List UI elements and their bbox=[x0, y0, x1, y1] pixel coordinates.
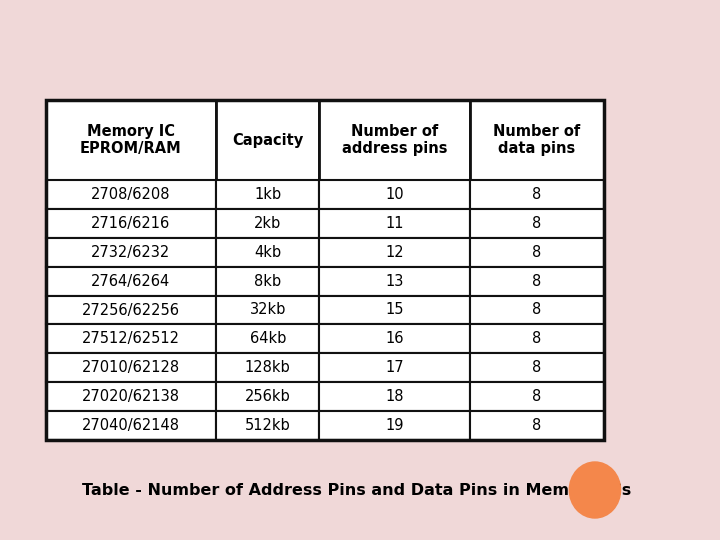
Bar bbox=[216, 100, 320, 180]
Text: 27010/62128: 27010/62128 bbox=[82, 360, 180, 375]
Bar bbox=[46, 238, 216, 267]
Text: 18: 18 bbox=[385, 389, 404, 404]
Text: 12: 12 bbox=[385, 245, 404, 260]
Text: 2kb: 2kb bbox=[254, 216, 282, 231]
Bar bbox=[46, 100, 604, 440]
Bar bbox=[320, 325, 470, 353]
Bar bbox=[470, 382, 604, 411]
Text: 4kb: 4kb bbox=[254, 245, 282, 260]
Text: 2708/6208: 2708/6208 bbox=[91, 187, 171, 202]
Bar bbox=[46, 100, 604, 440]
Bar bbox=[46, 267, 216, 295]
Bar bbox=[470, 100, 604, 180]
Bar bbox=[216, 411, 320, 440]
Text: 8: 8 bbox=[533, 302, 541, 318]
Text: Memory IC
EPROM/RAM: Memory IC EPROM/RAM bbox=[80, 124, 181, 156]
Text: Capacity: Capacity bbox=[232, 132, 303, 147]
Bar bbox=[46, 382, 216, 411]
Bar bbox=[470, 411, 604, 440]
Text: 11: 11 bbox=[385, 216, 404, 231]
Bar bbox=[46, 100, 216, 180]
Bar bbox=[320, 100, 470, 180]
Text: 8: 8 bbox=[533, 274, 541, 288]
Bar bbox=[470, 295, 604, 325]
Bar bbox=[216, 209, 320, 238]
Bar bbox=[320, 382, 470, 411]
Text: 2732/6232: 2732/6232 bbox=[91, 245, 171, 260]
Bar bbox=[216, 267, 320, 295]
Bar bbox=[46, 411, 216, 440]
Bar bbox=[470, 209, 604, 238]
Text: 16: 16 bbox=[385, 332, 404, 346]
Bar bbox=[216, 295, 320, 325]
Text: 13: 13 bbox=[385, 274, 404, 288]
Text: 8: 8 bbox=[533, 216, 541, 231]
Text: 8: 8 bbox=[533, 332, 541, 346]
Bar bbox=[320, 267, 470, 295]
Text: 1kb: 1kb bbox=[254, 187, 282, 202]
Bar bbox=[470, 325, 604, 353]
Bar bbox=[46, 353, 216, 382]
Text: 8: 8 bbox=[533, 245, 541, 260]
Text: 8: 8 bbox=[533, 360, 541, 375]
Bar bbox=[320, 411, 470, 440]
Text: 8kb: 8kb bbox=[254, 274, 282, 288]
Bar bbox=[320, 353, 470, 382]
Bar bbox=[46, 209, 216, 238]
Bar bbox=[216, 353, 320, 382]
Bar bbox=[470, 180, 604, 209]
Text: 10: 10 bbox=[385, 187, 404, 202]
Bar bbox=[216, 382, 320, 411]
Circle shape bbox=[570, 462, 621, 518]
Bar bbox=[46, 180, 216, 209]
Text: 8: 8 bbox=[533, 418, 541, 433]
Text: Number of
data pins: Number of data pins bbox=[493, 124, 581, 156]
Text: 256kb: 256kb bbox=[245, 389, 291, 404]
Text: 2716/6216: 2716/6216 bbox=[91, 216, 171, 231]
Text: 19: 19 bbox=[385, 418, 404, 433]
Text: Table - Number of Address Pins and Data Pins in Memory ICs: Table - Number of Address Pins and Data … bbox=[82, 483, 631, 497]
Text: 512kb: 512kb bbox=[245, 418, 291, 433]
Text: 8: 8 bbox=[533, 389, 541, 404]
Bar bbox=[46, 325, 216, 353]
Text: 15: 15 bbox=[385, 302, 404, 318]
Text: 8: 8 bbox=[533, 187, 541, 202]
Text: 32kb: 32kb bbox=[250, 302, 286, 318]
Bar bbox=[320, 209, 470, 238]
Text: 27512/62512: 27512/62512 bbox=[82, 332, 180, 346]
Text: 27040/62148: 27040/62148 bbox=[82, 418, 180, 433]
Text: Number of
address pins: Number of address pins bbox=[342, 124, 447, 156]
Text: 2764/6264: 2764/6264 bbox=[91, 274, 171, 288]
Bar bbox=[320, 295, 470, 325]
Bar bbox=[320, 238, 470, 267]
Bar bbox=[216, 238, 320, 267]
Bar bbox=[470, 353, 604, 382]
Text: 64kb: 64kb bbox=[250, 332, 286, 346]
Bar bbox=[216, 180, 320, 209]
Text: 27020/62138: 27020/62138 bbox=[82, 389, 180, 404]
Text: 27256/62256: 27256/62256 bbox=[82, 302, 180, 318]
Bar bbox=[470, 238, 604, 267]
Text: 128kb: 128kb bbox=[245, 360, 291, 375]
Bar bbox=[46, 295, 216, 325]
Bar bbox=[320, 180, 470, 209]
Text: 17: 17 bbox=[385, 360, 404, 375]
Bar bbox=[470, 267, 604, 295]
Bar bbox=[216, 325, 320, 353]
